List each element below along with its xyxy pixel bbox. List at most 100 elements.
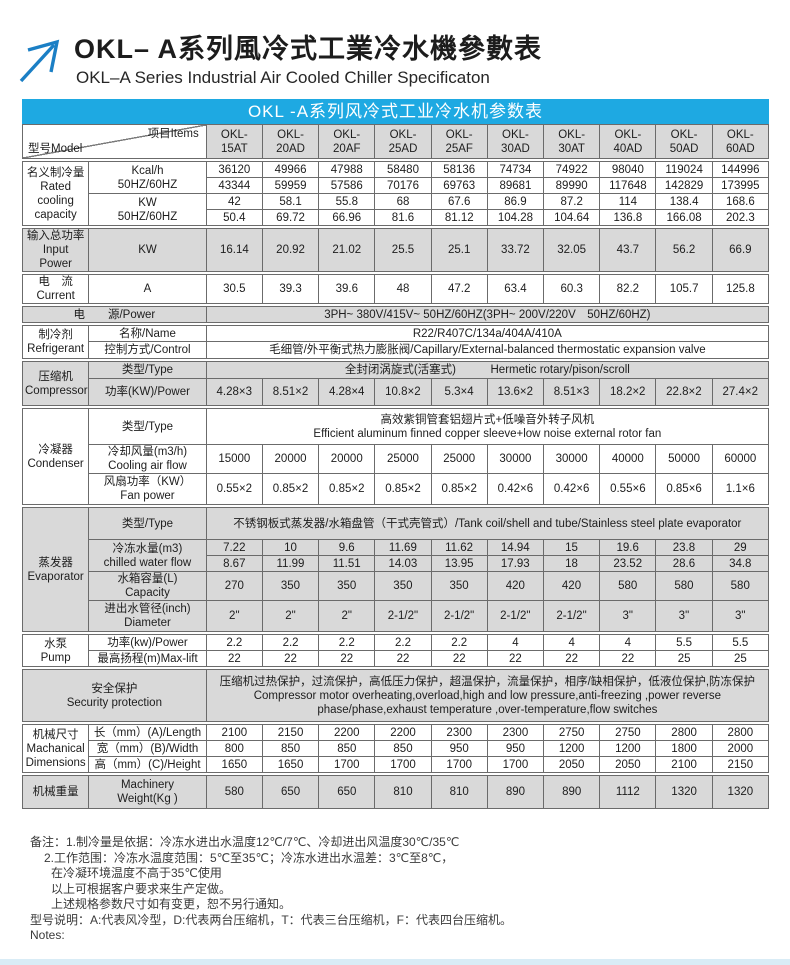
value-cell: 0.85×2: [318, 473, 376, 506]
item-label: Kcal/h 50HZ/60HZ: [88, 161, 207, 195]
item-label: 功率(kw)/Power: [88, 634, 207, 652]
model-header-cell: OKL- 30AD: [486, 124, 545, 160]
section-safety: 安全保护 Security protection 压缩机过热保护，过流保护，高低压力…: [22, 669, 770, 723]
value-cell: 58480: [374, 161, 432, 179]
table-caption-bar: OKL -A系列风冷式工业冷水机参数表: [22, 99, 769, 125]
value-cell: 22.8×2: [655, 378, 713, 407]
item-label: 冷冻水量(m3) chilled water flow: [88, 539, 207, 573]
value-cell: 39.6: [318, 274, 376, 305]
item-label: KW 50HZ/60HZ: [88, 193, 207, 227]
value-cell: 74922: [543, 161, 601, 179]
model-header-cell: OKL- 25AD: [374, 124, 432, 160]
value-cell: 890: [543, 775, 601, 810]
item-label: 宽（mm）(B)/Width: [88, 740, 207, 758]
value-cell: 47988: [318, 161, 376, 179]
value-cell: 1700: [486, 756, 545, 774]
value-cell: 14.94: [486, 539, 544, 557]
value-cell: 68: [374, 193, 432, 211]
section-label: 电 流 Current: [21, 274, 90, 305]
value-cell: 22: [318, 650, 376, 668]
value-cell: 2750: [599, 724, 657, 742]
value-cell: 2100: [205, 724, 263, 742]
value-cell: 1.1×6: [711, 473, 770, 506]
span-cell: 高效紫铜管套铝翅片式+低噪音外转子风机 Efficient aluminum fi…: [205, 408, 770, 446]
value-cell: 20000: [318, 444, 376, 475]
value-cell: 49966: [261, 161, 320, 179]
corner-items-label: 项目Items: [147, 128, 199, 141]
item-label: 进出水管径(inch) Diameter: [88, 600, 207, 633]
model-header-cell: OKL- 40AD: [599, 124, 657, 160]
value-cell: 66.9: [711, 228, 770, 273]
value-cell: 27.4×2: [711, 378, 770, 407]
span-cell: 3PH~ 380V/415V~ 50HZ/60HZ(3PH~ 200V/220V…: [205, 306, 770, 324]
value-cell: 9.6: [318, 539, 376, 557]
value-cell: 86.9: [486, 193, 545, 211]
value-cell: 950: [486, 740, 545, 758]
value-cell: 16.14: [205, 228, 263, 273]
item-label: 高（mm）(C)/Height: [88, 756, 207, 774]
value-cell: 29: [711, 539, 770, 557]
item-label: 冷却风量(m3/h) Cooling air flow: [88, 444, 207, 475]
item-label: KW: [88, 228, 207, 273]
value-cell: 10.8×2: [374, 378, 432, 407]
page-header: OKL– A系列風冷式工業冷水機參數表 OKL–A Series Industr…: [16, 34, 790, 89]
value-cell: 69763: [430, 177, 488, 195]
value-cell: 2-1/2": [486, 600, 544, 633]
note-line: 2.工作范围：冷冻水温度范围：5℃至35℃；冷冻水进出水温差：3℃至8℃，: [44, 850, 454, 865]
value-cell: 136.8: [599, 209, 657, 227]
value-cell: 43.7: [599, 228, 657, 273]
model-header-cell: OKL- 25AF: [430, 124, 488, 160]
value-cell: 0.55×6: [599, 473, 657, 506]
value-cell: 15000: [205, 444, 263, 475]
value-cell: 850: [318, 740, 376, 758]
value-cell: 58.1: [261, 193, 320, 211]
value-cell: 70176: [374, 177, 432, 195]
page-title: OKL– A系列風冷式工業冷水機參數表: [74, 34, 543, 64]
value-cell: 850: [261, 740, 320, 758]
value-cell: 2": [205, 600, 263, 633]
value-cell: 2200: [374, 724, 432, 742]
corner-header-cell: 型号Model 项目Items: [22, 124, 207, 160]
value-cell: 13.95: [430, 555, 488, 573]
value-cell: 4: [599, 634, 657, 652]
value-cell: 2-1/2": [374, 600, 432, 633]
value-cell: 2": [318, 600, 376, 633]
value-cell: 0.42×6: [486, 473, 545, 506]
value-cell: 55.8: [318, 193, 376, 211]
value-cell: 89990: [543, 177, 601, 195]
value-cell: 98040: [599, 161, 657, 179]
value-cell: 0.42×6: [543, 473, 601, 506]
value-cell: 1200: [543, 740, 601, 758]
value-cell: 48: [374, 274, 432, 305]
value-cell: 580: [711, 571, 770, 602]
section-rated: 名义制冷量 Rated cooling capacity Kcal/h 50HZ/60HZ…: [21, 161, 770, 227]
value-cell: 4: [486, 634, 545, 652]
value-cell: 63.4: [486, 274, 545, 305]
section-label: 名义制冷量 Rated cooling capacity: [21, 161, 90, 227]
value-cell: 21.02: [318, 228, 376, 273]
up-right-arrow-icon: [16, 34, 68, 84]
value-cell: 2050: [543, 756, 601, 774]
value-cell: 22: [599, 650, 657, 668]
value-cell: 2": [261, 600, 320, 633]
value-cell: 2150: [711, 756, 770, 774]
section-evaporator: 蒸发器 Evaporator 类型/Type 不锈钢板式蒸发器/水箱盘管（干式壳管式）…: [21, 507, 770, 633]
item-label: 功率(KW)/Power: [88, 378, 207, 407]
value-cell: 25: [655, 650, 713, 668]
note-line: 备注：1.制冷量是依据：冷冻水进出水温度12℃/7℃、冷却进出风温度30℃/35…: [30, 835, 460, 850]
value-cell: 3": [599, 600, 657, 633]
value-cell: 950: [430, 740, 488, 758]
value-cell: 1112: [599, 775, 657, 810]
span-cell: 毛细管/外平衡式热力膨胀阀/Capillary/External-balance…: [205, 341, 770, 360]
value-cell: 4.28×3: [205, 378, 263, 407]
value-cell: 8.51×2: [261, 378, 320, 407]
item-label: 类型/Type: [88, 408, 207, 446]
value-cell: 810: [374, 775, 432, 810]
value-cell: 58136: [430, 161, 488, 179]
value-cell: 1650: [205, 756, 263, 774]
value-cell: 850: [374, 740, 432, 758]
item-label: 水箱容量(L) Capacity: [88, 571, 207, 602]
value-cell: 104.64: [543, 209, 601, 227]
value-cell: 0.85×2: [261, 473, 320, 506]
value-cell: 32.05: [543, 228, 601, 273]
